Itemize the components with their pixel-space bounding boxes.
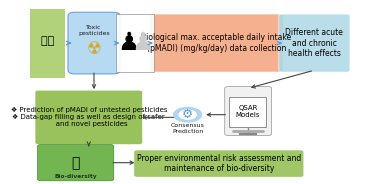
Text: Biological max. acceptable daily intake
(pMADI) (mg/kg/day) data collection: Biological max. acceptable daily intake … [141,33,291,53]
Circle shape [179,110,196,119]
Text: ♟: ♟ [131,31,154,55]
Text: QSAR
Models: QSAR Models [236,105,260,118]
FancyBboxPatch shape [149,14,283,72]
FancyBboxPatch shape [229,97,266,127]
Text: ☢: ☢ [87,40,101,58]
FancyBboxPatch shape [35,90,143,145]
FancyBboxPatch shape [30,9,65,77]
FancyBboxPatch shape [116,14,154,72]
FancyBboxPatch shape [279,14,350,72]
FancyBboxPatch shape [68,12,120,74]
Text: Consensus
Prediction: Consensus Prediction [171,123,204,134]
Text: ❖ Prediction of pMADI of untested pesticides
❖ Data-gap filling as well as desig: ❖ Prediction of pMADI of untested pestic… [11,107,167,128]
Text: Different acute
and chronic
health effects: Different acute and chronic health effec… [285,28,343,58]
Circle shape [174,107,201,122]
Text: Bio-diversity: Bio-diversity [54,174,97,179]
Text: ⚙: ⚙ [182,108,193,121]
FancyBboxPatch shape [37,145,114,181]
Text: Proper environmental risk assessment and
maintenance of bio-diversity: Proper environmental risk assessment and… [137,154,301,173]
FancyBboxPatch shape [225,86,271,135]
Text: 🌍: 🌍 [71,157,80,171]
FancyBboxPatch shape [134,150,304,177]
Text: ♟: ♟ [118,31,140,55]
Text: 👨‍🌾: 👨‍🌾 [40,36,54,46]
Text: Toxic
pesticides: Toxic pesticides [78,25,110,36]
